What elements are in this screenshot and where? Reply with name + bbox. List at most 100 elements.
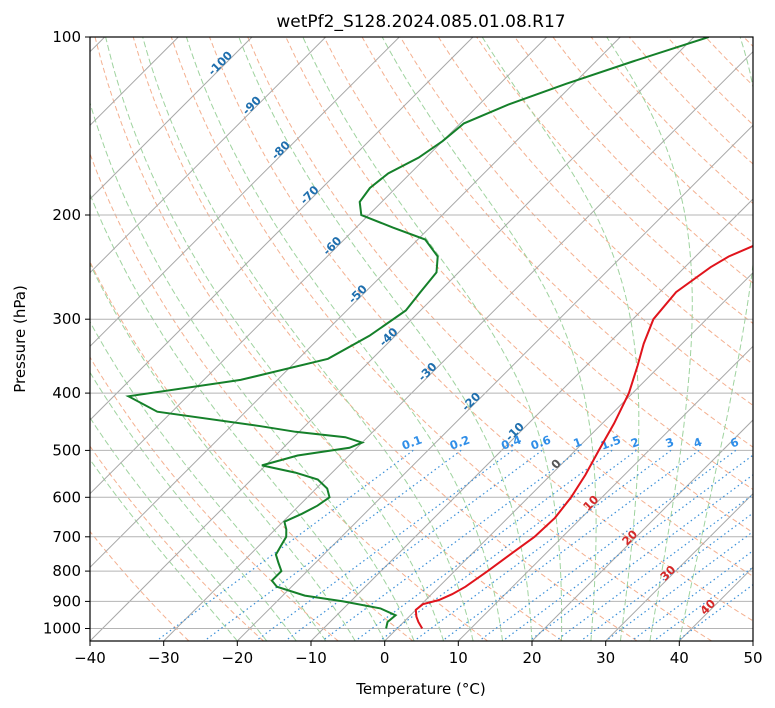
dry-adiabat [90, 356, 339, 641]
isotherm [457, 345, 753, 641]
moist-adiabat [142, 37, 474, 641]
mixing-ratio-line [502, 454, 753, 641]
mixing-ratio-line [653, 566, 753, 641]
axes-frame [89, 36, 754, 642]
moist-adiabat [481, 37, 640, 641]
plot-area: 0.10.20.40.611.52346810131620253036-100-… [90, 37, 764, 641]
dry-adiabat [399, 37, 753, 407]
mixing-ratio-label: 2 [629, 435, 641, 451]
mixing-ratio-line [631, 550, 753, 641]
isotherm-label: -70 [297, 183, 322, 208]
mixing-ratio-line [321, 449, 580, 641]
dry-adiabat [743, 37, 753, 48]
isotherm-label: -90 [239, 93, 264, 118]
moist-adiabat [678, 37, 753, 641]
dry-adiabat [514, 37, 753, 284]
isotherm [752, 640, 753, 641]
isotherm-label: -50 [345, 282, 370, 307]
isotherm [90, 37, 327, 274]
mixing-ratio-label: 0.6 [529, 433, 553, 453]
isotherm-label: -60 [320, 234, 345, 259]
x-tick-label: 50 [743, 649, 762, 667]
dry-adiabat [437, 37, 753, 365]
mixing-ratio-label: 0.4 [499, 433, 523, 453]
mixing-ratio-line [284, 449, 543, 641]
isotherm-label: 10 [580, 492, 601, 513]
x-tick-label: −10 [295, 649, 327, 667]
mixing-ratio-line [555, 493, 753, 641]
moist-adiabat [90, 320, 327, 641]
isotherm [90, 37, 253, 200]
y-tick-label: 900 [52, 592, 81, 610]
temperature-profile [414, 244, 753, 630]
isotherm [310, 198, 753, 641]
y-tick-label: 1000 [43, 620, 81, 638]
dry-adiabat [132, 37, 638, 641]
dewpoint-profile [125, 37, 710, 629]
isotherm [678, 566, 753, 641]
dry-adiabat [590, 37, 753, 205]
isotherm [90, 37, 474, 421]
mixing-ratio-line [605, 530, 753, 641]
dry-adiabat [323, 37, 753, 491]
mixing-ratio-label: 1.5 [599, 433, 623, 453]
moist-adiabat [90, 371, 297, 641]
moist-adiabat [90, 192, 386, 641]
dry-adiabat [170, 37, 712, 641]
moist-adiabat [185, 37, 503, 641]
moist-adiabat [238, 37, 533, 641]
dry-adiabat [247, 37, 753, 577]
isotherm [384, 271, 753, 641]
x-tick-label: 30 [596, 649, 615, 667]
isotherm-label: -100 [205, 48, 235, 78]
x-tick-label: 40 [670, 649, 689, 667]
mixing-ratio-line [528, 474, 753, 641]
isotherm [90, 37, 400, 348]
x-tick-label: −20 [221, 649, 253, 667]
dry-adiabat [94, 37, 563, 641]
y-tick-label: 700 [52, 528, 81, 546]
y-axis-label: Pressure (hPa) [11, 285, 29, 393]
mixing-ratio-label: 3 [663, 435, 675, 451]
moist-adiabat [606, 37, 693, 641]
moist-adiabat [302, 37, 563, 641]
moist-adiabat [90, 458, 238, 641]
y-tick-label: 600 [52, 488, 81, 506]
mixing-ratio-line [676, 583, 753, 641]
dry-adiabat [90, 152, 488, 641]
x-tick-label: −30 [148, 649, 180, 667]
x-axis-label: Temperature (°C) [355, 680, 485, 698]
mixing-ratio-line [203, 449, 462, 641]
mixing-ratio-line [580, 512, 753, 641]
y-tick-label: 200 [52, 206, 81, 224]
mixing-ratio-label: 0.1 [400, 433, 424, 453]
isotherm [236, 124, 753, 641]
axis-ticks: −40 −30 −20 −10 0 10 20 30 40 5010020030040050060… [43, 28, 763, 667]
dry-adiabat [667, 37, 753, 126]
isotherm-label: 0 [548, 456, 564, 472]
x-tick-label: 20 [522, 649, 541, 667]
isotherm-label: -80 [268, 138, 293, 163]
mixing-ratio-line [478, 449, 737, 641]
mixing-ratio-line [155, 449, 414, 641]
mixing-ratio-line [413, 449, 672, 641]
dry-adiabat [90, 445, 264, 641]
y-tick-label: 400 [52, 384, 81, 402]
isotherm-label: 30 [657, 562, 678, 583]
moist-adiabat [90, 262, 356, 641]
isotherm [90, 37, 695, 641]
isotherm [90, 37, 621, 569]
dry-adiabat [705, 37, 753, 87]
y-tick-label: 800 [52, 562, 81, 580]
chart-title: wetPf2_S128.2024.085.01.08.R17 [276, 12, 565, 32]
x-tick-label: 0 [380, 649, 390, 667]
isotherm-label: -30 [415, 359, 440, 384]
mixing-ratio-line [255, 449, 513, 641]
moist-adiabat [105, 37, 445, 641]
y-tick-label: 500 [52, 441, 81, 459]
mixing-ratio-line [379, 449, 637, 641]
mixing-ratio-label: 8 [752, 435, 764, 451]
mixing-ratio-line [441, 449, 700, 641]
isotherm [531, 419, 753, 641]
